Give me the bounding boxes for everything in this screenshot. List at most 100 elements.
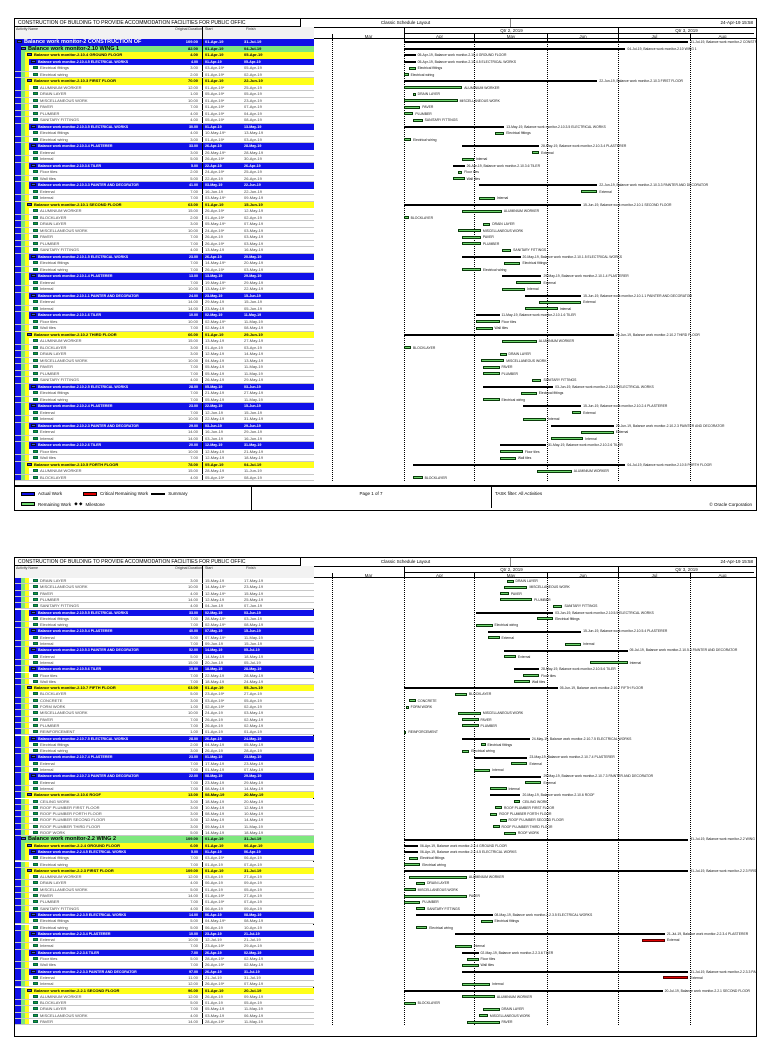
remaining-work-bar[interactable] bbox=[532, 378, 542, 382]
remaining-work-bar[interactable] bbox=[455, 692, 467, 696]
activity-row[interactable]: External 5.00 14-May-19 18-May-19 bbox=[15, 653, 314, 660]
summary-bar[interactable] bbox=[404, 60, 416, 63]
activity-row[interactable]: ALUMINIUM WORKER 12.00 26-Apr-19 09-May-19 bbox=[15, 993, 314, 1001]
wbs-summary-row[interactable]: Balance work monitor-2.10.1.4 PLASTERER 1… bbox=[15, 273, 314, 280]
remaining-work-bar[interactable] bbox=[590, 661, 628, 665]
activity-row[interactable]: Floor tiles 7.00 22-May-19 28-May-19 bbox=[15, 672, 314, 679]
summary-bar[interactable] bbox=[413, 463, 626, 466]
activity-row[interactable]: External 7.00 12-Jun-19 15-Jun-19 bbox=[15, 409, 314, 416]
activity-row[interactable]: PAVER 4.00 12-May-19* 15-May-19 bbox=[15, 590, 314, 597]
remaining-work-bar[interactable] bbox=[483, 1007, 500, 1011]
wbs-summary-row[interactable]: Balance work monitor-2.10.3.5 ELECTRICAL… bbox=[15, 123, 314, 130]
remaining-work-bar[interactable] bbox=[499, 592, 509, 596]
remaining-work-bar[interactable] bbox=[408, 66, 416, 70]
activity-row[interactable]: BLOCKLAYER 5.00 23-Apr-19* 27-Apr-19 bbox=[15, 691, 314, 698]
remaining-work-bar[interactable] bbox=[473, 768, 491, 772]
wbs-summary-row[interactable]: Balance work monitor-2.2.3 FIRST FLOOR 10… bbox=[15, 867, 314, 875]
remaining-work-bar[interactable] bbox=[522, 674, 540, 677]
remaining-work-bar[interactable] bbox=[513, 680, 530, 684]
remaining-work-bar[interactable] bbox=[452, 177, 465, 180]
activity-row[interactable]: DRAIN LAYER 3.00 15-May-19 17-May-19 bbox=[15, 578, 314, 585]
summary-bar[interactable] bbox=[550, 424, 614, 427]
wbs-summary-row[interactable]: Balance work monitor-2.2.3.6 TILER 7.00 26… bbox=[15, 949, 314, 956]
critical-bar[interactable] bbox=[641, 938, 665, 942]
activity-row[interactable]: Floor tiles 10.00 02-May-19* 11-May-19 bbox=[15, 318, 314, 325]
remaining-work-bar[interactable] bbox=[462, 209, 502, 213]
remaining-work-bar[interactable] bbox=[520, 391, 537, 395]
activity-row[interactable]: Internal 7.00 08-May-19 14-May-19 bbox=[15, 785, 314, 793]
wbs-summary-row[interactable]: Balance work monitor-2.2.1 SECOND FLOOR 9… bbox=[15, 987, 314, 994]
wbs-summary-row[interactable]: Balance work monitor-2.10.1.1 PAINTER AN… bbox=[15, 292, 314, 299]
activity-row[interactable]: PLUMBER 4.00 01-Apr-19* 04-Apr-19 bbox=[15, 110, 314, 117]
summary-bar[interactable] bbox=[487, 630, 582, 633]
activity-row[interactable]: MISCELLANEOUS WORK 5.00 01-Apr-19 05-Apr-19 bbox=[15, 886, 314, 893]
summary-bar[interactable] bbox=[490, 775, 542, 778]
summary-bar[interactable] bbox=[522, 405, 582, 408]
wbs-summary-row[interactable]: Balance work monitor-2 CONSTRUCTION OF 10… bbox=[15, 39, 314, 46]
activity-row[interactable]: ALUMINIUM WORKER 12.00 03-Apr-19 27-Apr-19 bbox=[15, 874, 314, 881]
wbs-summary-row[interactable]: Balance work monitor-2.2.4.5 ELECTRICAL … bbox=[15, 848, 314, 856]
summary-bar[interactable] bbox=[404, 203, 582, 206]
activity-row[interactable]: Wall tiles 7.00 12-May-19 18-May-19 bbox=[15, 455, 314, 462]
remaining-work-bar[interactable] bbox=[415, 881, 425, 885]
summary-bar[interactable] bbox=[476, 611, 554, 614]
wbs-summary-row[interactable]: Balance work monitor-2.10.5.3 PAINTER AN… bbox=[15, 647, 314, 654]
activity-row[interactable]: Floor tiles 10.00 12-May-19 21-May-19 bbox=[15, 448, 314, 455]
summary-bar[interactable] bbox=[404, 687, 558, 690]
remaining-work-bar[interactable] bbox=[490, 787, 507, 791]
remaining-work-bar[interactable] bbox=[536, 617, 554, 621]
remaining-work-bar[interactable] bbox=[504, 655, 516, 659]
activity-row[interactable]: DRAIN LAYER 4.00 06-Apr-19 09-Apr-19 bbox=[15, 880, 314, 887]
wbs-summary-row[interactable]: Balance work monitor-2.10.7.4 PLASTERER 2… bbox=[15, 754, 314, 761]
remaining-work-bar[interactable] bbox=[511, 762, 528, 766]
summary-bar[interactable] bbox=[404, 844, 418, 847]
remaining-work-bar[interactable] bbox=[457, 170, 463, 174]
remaining-work-bar[interactable] bbox=[504, 585, 528, 589]
remaining-work-bar[interactable] bbox=[553, 604, 563, 608]
wbs-summary-row[interactable]: Balance work monitor-2.2.3.4 PLASTERER 10… bbox=[15, 930, 314, 938]
wbs-summary-row[interactable]: Balance work monitor-2.10.1.5 ELECTRICAL… bbox=[15, 253, 314, 260]
activity-row[interactable]: External 14.00 16-Jun-19 29-Jun-19 bbox=[15, 429, 314, 436]
activity-row[interactable]: SANITARY FITTINGS 4.00 06-Apr-19 09-Apr-19 bbox=[15, 905, 314, 912]
remaining-work-bar[interactable] bbox=[415, 907, 425, 911]
activity-row[interactable]: External 14.00 29-May-19 15-Jun-19 bbox=[15, 299, 314, 306]
activity-row[interactable]: Electrical fittings 3.00 03-Apr-19* 05-Apr-… bbox=[15, 65, 314, 72]
wbs-summary-row[interactable]: Balance work monitor-2.10.3.3 PAINTER AN… bbox=[15, 182, 314, 189]
activity-row[interactable]: DRAIN LAYER 3.00 12-May-19 14-May-19 bbox=[15, 351, 314, 358]
activity-row[interactable]: Internal 15.00 20-Jun-19 05-Jul-19 bbox=[15, 659, 314, 667]
activity-row[interactable]: MISCELLANEOUS WORK 4.00 03-May-19 06-May-19 bbox=[15, 1012, 314, 1019]
activity-row[interactable]: PLUMBER 7.00 26-Apr-19 02-May-19 bbox=[15, 722, 314, 730]
remaining-work-bar[interactable] bbox=[480, 743, 486, 747]
activity-row[interactable]: SANITARY FITTINGS 4.00 26-May-19 29-May-19 bbox=[15, 377, 314, 384]
activity-row[interactable]: External 3.00 26-May-19* 28-May-19 bbox=[15, 149, 314, 156]
remaining-work-bar[interactable] bbox=[525, 307, 558, 310]
activity-row[interactable]: Electrical fittings 4.00 10-May-19* 13-May-… bbox=[15, 130, 314, 137]
summary-bar[interactable] bbox=[415, 914, 493, 917]
activity-row[interactable]: Internal 7.00 03-May-19* 09-May-19 bbox=[15, 195, 314, 202]
remaining-work-bar[interactable] bbox=[490, 812, 498, 816]
remaining-work-bar[interactable] bbox=[462, 235, 481, 239]
remaining-work-bar[interactable] bbox=[476, 326, 493, 330]
wbs-summary-row[interactable]: Balance work monitor-2.10.5 FORTH FLOOR 7… bbox=[15, 461, 314, 468]
summary-bar[interactable] bbox=[462, 970, 689, 973]
remaining-work-bar[interactable] bbox=[478, 196, 495, 200]
remaining-work-bar[interactable] bbox=[404, 1001, 416, 1005]
remaining-work-bar[interactable] bbox=[499, 456, 516, 460]
remaining-work-bar[interactable] bbox=[408, 856, 418, 860]
summary-bar[interactable] bbox=[404, 870, 689, 872]
activity-row[interactable]: SANITARY FITTINGS 4.00 05-Apr-19* 08-Apr-19 bbox=[15, 117, 314, 124]
activity-row[interactable]: Electrical fittings 7.00 28-May-19* 03-Jun-… bbox=[15, 615, 314, 623]
wbs-summary-row[interactable]: Balance work monitor-2.10.2 THIRD FLOOR 6… bbox=[15, 331, 314, 338]
remaining-work-bar[interactable] bbox=[539, 300, 582, 304]
activity-row[interactable]: Internal 5.00 26-Apr-19* 30-Apr-19 bbox=[15, 156, 314, 163]
activity-row[interactable]: PAVER 14.00 01-Apr-19* 27-Apr-19 bbox=[15, 893, 314, 900]
remaining-work-bar[interactable] bbox=[408, 699, 416, 703]
remaining-work-bar[interactable] bbox=[404, 86, 463, 89]
col-original-duration[interactable]: Original Duration bbox=[175, 566, 202, 578]
wbs-summary-row[interactable]: Balance work monitor-2.10.1 SECOND FLOOR… bbox=[15, 201, 314, 208]
summary-bar[interactable] bbox=[483, 385, 554, 388]
summary-bar[interactable] bbox=[462, 737, 530, 740]
wbs-summary-row[interactable]: Balance work monitor-2.10.6 ROOF 13.00 08-… bbox=[15, 792, 314, 799]
activity-row[interactable]: BLOCKLAYER 3.00 01-Apr-19 03-Apr-19 bbox=[15, 344, 314, 351]
activity-row[interactable]: Wall tiles 7.00 02-May-19 08-May-19 bbox=[15, 325, 314, 332]
